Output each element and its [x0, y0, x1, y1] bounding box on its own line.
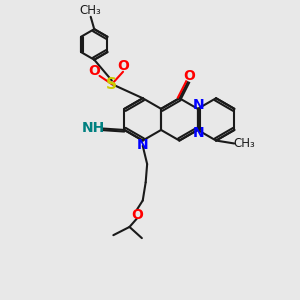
Text: O: O: [88, 64, 100, 78]
Text: N: N: [136, 138, 148, 152]
Text: NH: NH: [81, 121, 105, 135]
Text: O: O: [183, 69, 195, 82]
Text: CH₃: CH₃: [234, 137, 255, 150]
Text: O: O: [118, 59, 130, 73]
Text: CH₃: CH₃: [79, 4, 101, 17]
Text: O: O: [131, 208, 143, 222]
Text: S: S: [106, 76, 117, 92]
Text: N: N: [193, 127, 204, 140]
Text: N: N: [193, 98, 204, 112]
